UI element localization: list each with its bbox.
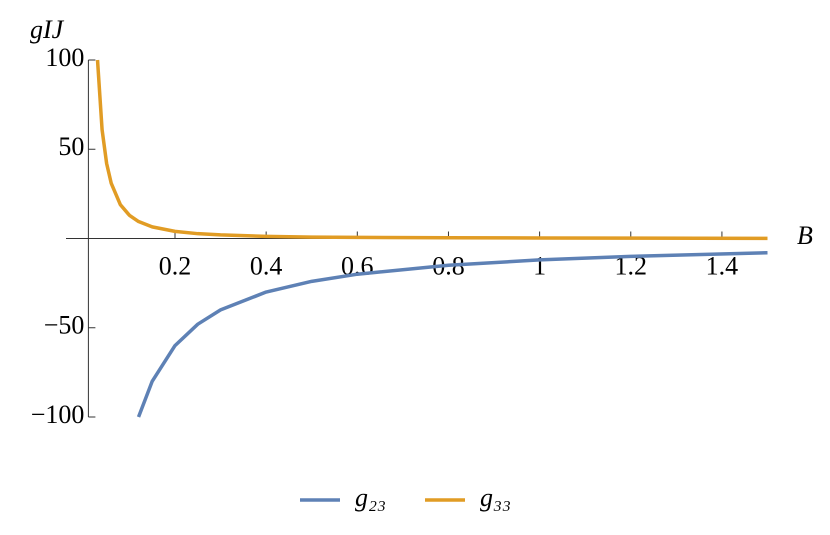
y-tick-label: −50 — [44, 311, 85, 340]
series-line — [95, 59, 768, 241]
y-tick-label: 100 — [45, 43, 84, 72]
x-axis-label: B — [797, 221, 813, 250]
x-tick-label: 1.4 — [706, 251, 739, 280]
x-tick-label: 1 — [533, 251, 546, 280]
x-tick-label: 0.2 — [159, 251, 192, 280]
legend-label: g₃₃ — [480, 483, 511, 512]
y-axis-label: gIJ — [30, 15, 65, 44]
y-tick-label: −100 — [31, 400, 85, 429]
legend-label: g₂₃ — [355, 483, 386, 512]
x-tick-label: 0.4 — [250, 251, 283, 280]
y-tick-label: 50 — [58, 132, 84, 161]
series-line — [136, 251, 768, 418]
